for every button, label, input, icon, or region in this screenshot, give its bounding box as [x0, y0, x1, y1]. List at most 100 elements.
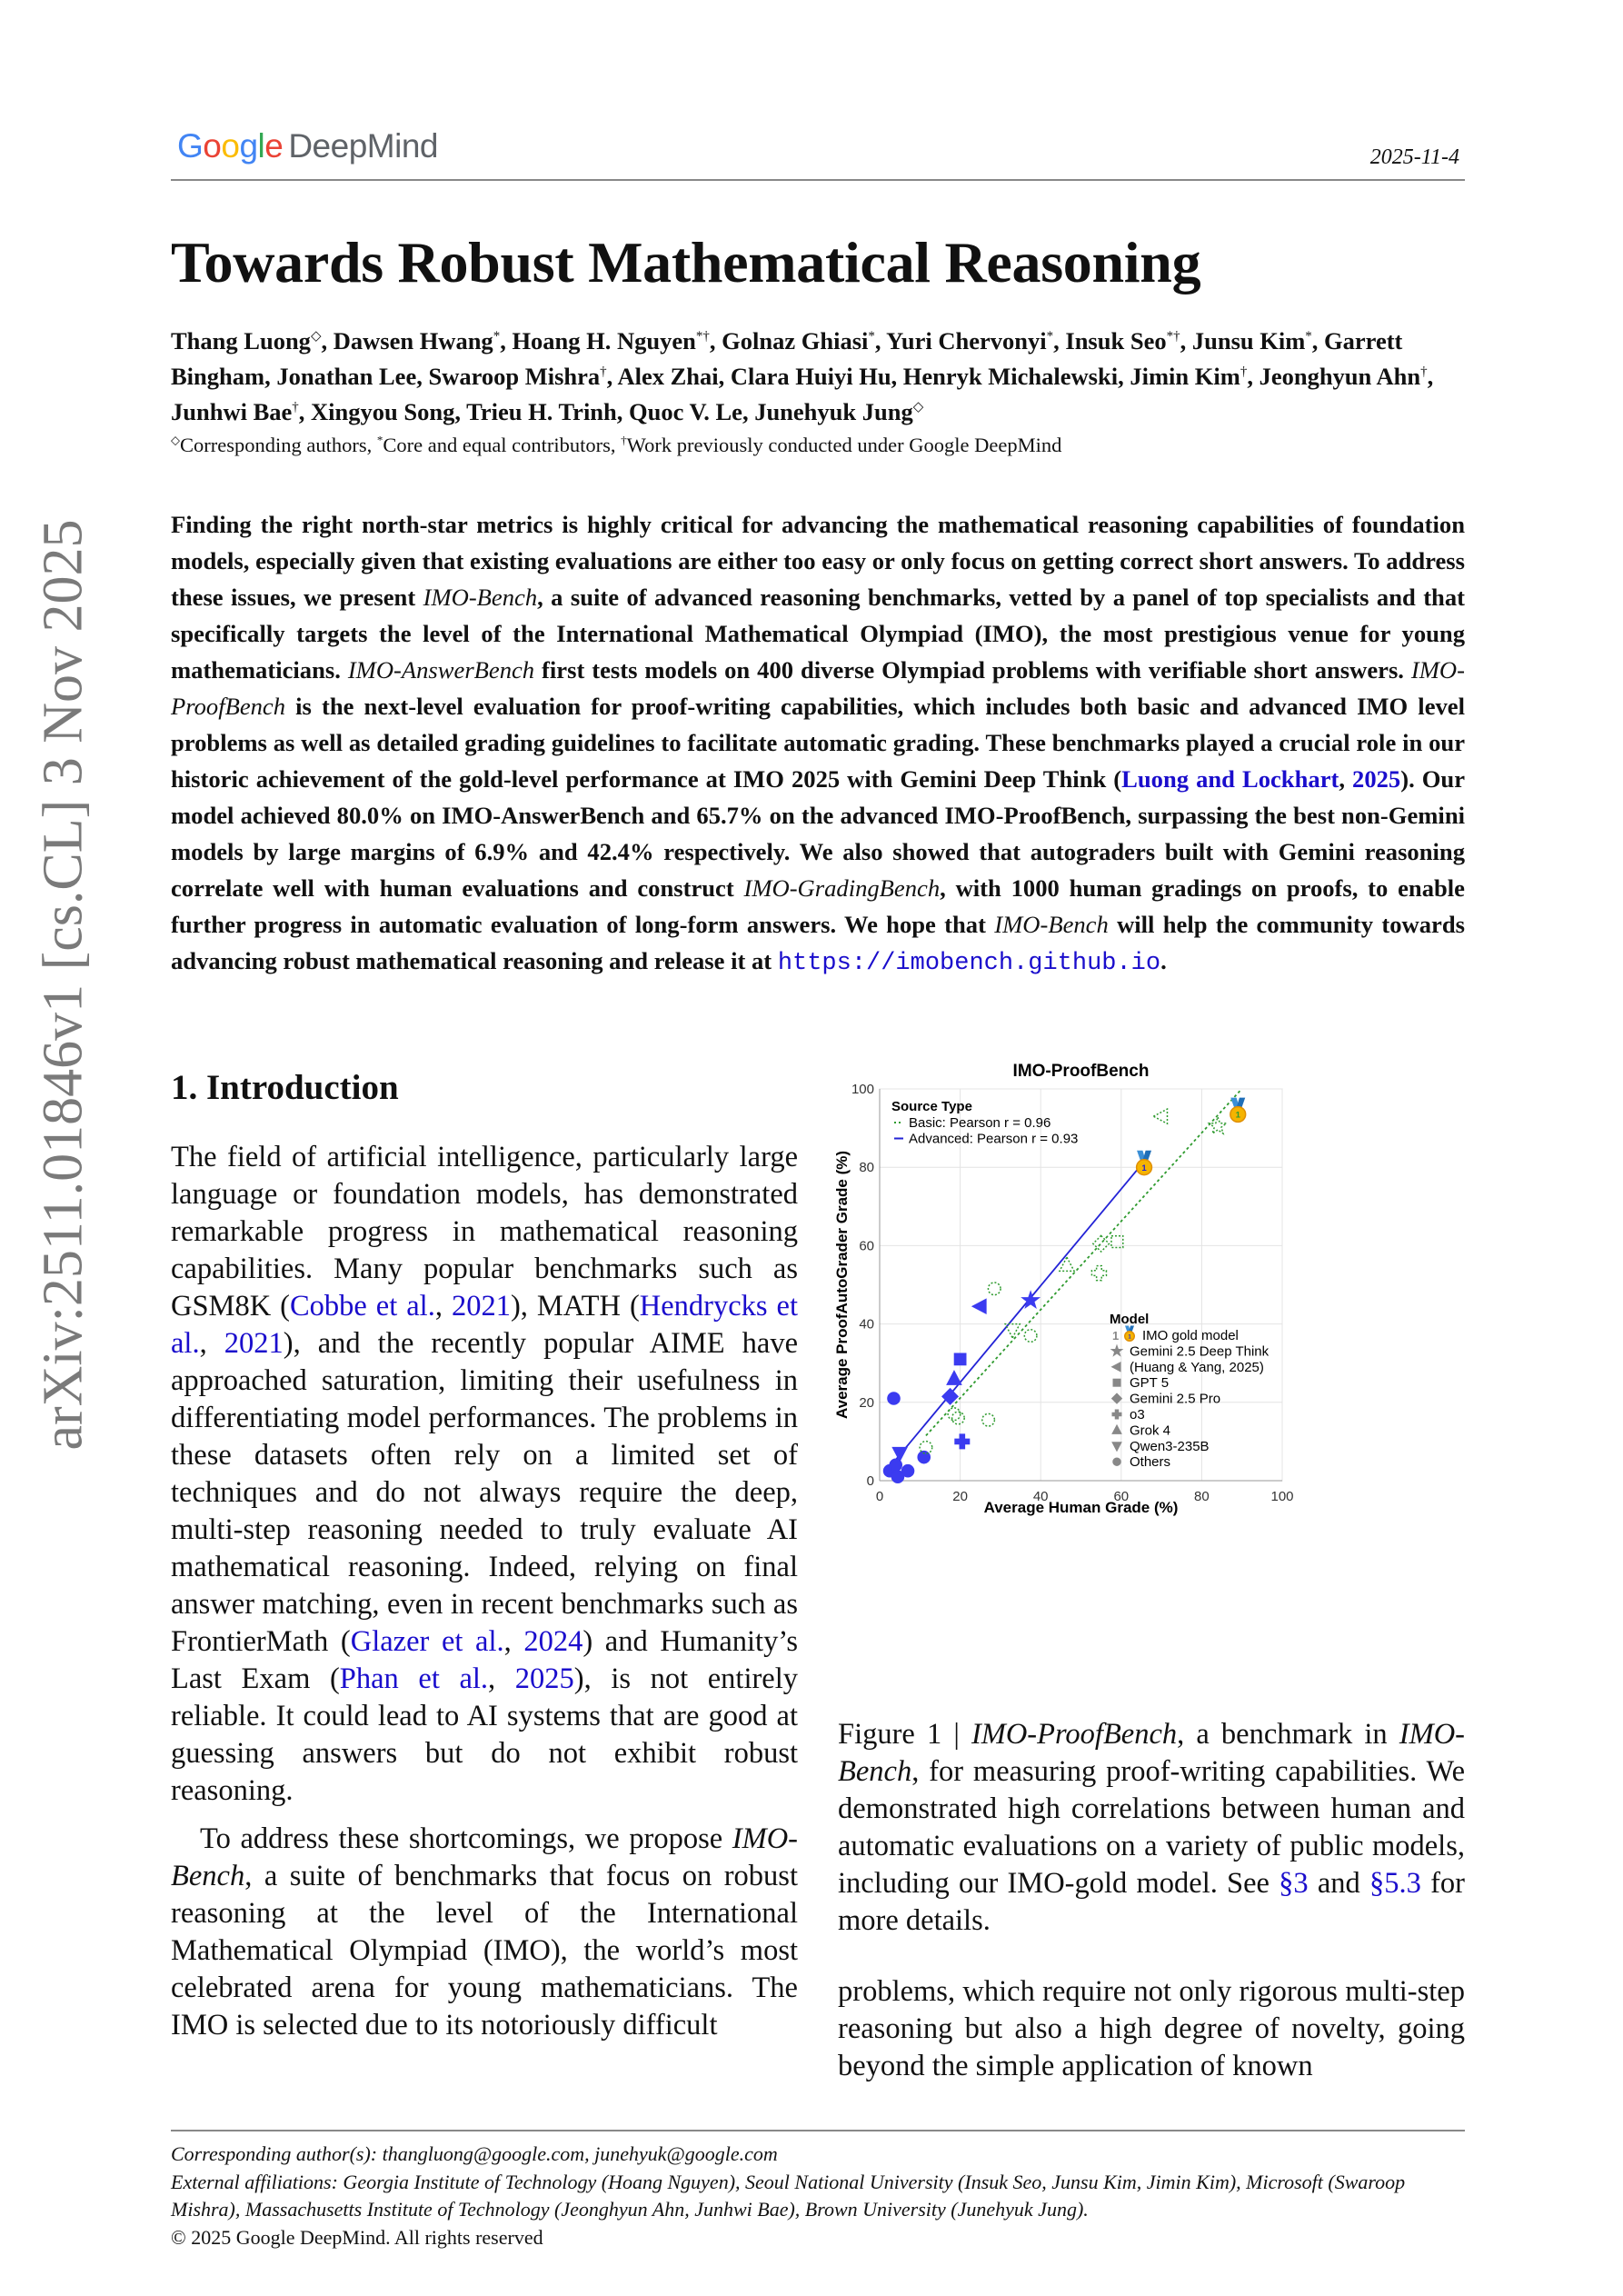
data-point-square [1110, 1234, 1124, 1249]
legend-entry-label: GPT 5 [1130, 1375, 1169, 1391]
data-point-tri-up [1058, 1255, 1076, 1273]
legend-marker-diamond [1110, 1393, 1123, 1404]
y-tick-label: 60 [859, 1238, 874, 1253]
data-point-plus [1090, 1264, 1108, 1282]
x-tick-label: 20 [952, 1489, 968, 1504]
legend-marker-medal: 1 [1124, 1325, 1135, 1342]
data-point-circle [887, 1392, 901, 1405]
citation-link[interactable]: 2024 [523, 1625, 583, 1658]
corresponding-authors: Corresponding author(s): thangluong@goog… [171, 2142, 778, 2165]
fit-line [889, 1166, 1140, 1468]
superscript-mark: † [1240, 364, 1248, 380]
data-point-medal: 1 [1230, 1097, 1247, 1123]
data-point-tri-up [946, 1370, 962, 1385]
intro-paragraph-1: The field of artificial intelligence, pa… [171, 1141, 799, 1807]
intro-paragraph-3: problems, which require not only rigorou… [838, 1975, 1465, 2082]
superscript-mark: † [621, 433, 627, 447]
x-tick-label: 0 [876, 1489, 883, 1504]
data-point-diamond [1091, 1234, 1110, 1253]
emphasis-text: IMO-Bench [171, 1822, 798, 1892]
x-tick-label: 60 [1113, 1489, 1129, 1504]
legend-entry-label: Advanced: Pearson r = 0.93 [909, 1132, 1078, 1147]
superscript-mark: † [600, 364, 607, 380]
citation-link[interactable]: Luong and Lockhart [1121, 765, 1339, 793]
fit-line [925, 1090, 1241, 1437]
superscript-mark: * [493, 329, 501, 344]
citation-link[interactable]: §5.3 [1369, 1867, 1421, 1900]
legend-entry-label: IMO gold model [1142, 1328, 1239, 1343]
data-point-circle [891, 1470, 905, 1483]
citation-link[interactable]: Cobbe et al. [289, 1290, 435, 1323]
y-tick-label: 40 [859, 1317, 874, 1333]
legend-entry-label: Others [1130, 1454, 1170, 1470]
legend-entry-label: Gemini 2.5 Pro [1130, 1392, 1220, 1407]
legend-marker-circle [1112, 1457, 1121, 1466]
citation-link[interactable]: 2021 [451, 1290, 511, 1323]
plot-area [879, 1088, 1283, 1482]
legend-title-model: Model [1110, 1312, 1149, 1327]
citation-link[interactable]: 2025 [514, 1662, 574, 1695]
legend-entry-label: o3 [1130, 1407, 1145, 1423]
emphasis-text: IMO-Bench [838, 1718, 1465, 1788]
legend-marker-tri-up [1111, 1423, 1122, 1434]
footer-divider [171, 2130, 1465, 2131]
data-point-tri-left [1151, 1107, 1169, 1125]
medal-number: 1 [1128, 1334, 1131, 1340]
footer: Corresponding author(s): thangluong@goog… [171, 2141, 1465, 2251]
citation-link[interactable]: §3 [1279, 1867, 1309, 1900]
y-tick-label: 0 [867, 1473, 874, 1489]
legend-marker-square [1112, 1378, 1121, 1387]
superscript-mark: * [1046, 329, 1054, 344]
logo-letter: G [177, 127, 204, 165]
publication-date: 2025-11-4 [1369, 145, 1459, 169]
superscript-mark: * [868, 329, 875, 344]
data-point-circle [947, 1407, 961, 1422]
medal-disc-icon [1230, 1105, 1247, 1123]
citation-link[interactable]: 2021 [224, 1327, 284, 1360]
right-column: Figure 1 | IMO-ProofBench, a benchmark i… [838, 1716, 1465, 2085]
author-footnote: ◇Corresponding authors, *Core and equal … [171, 433, 1062, 456]
legend-entry-label: Qwen3-235B [1130, 1439, 1210, 1454]
legend-marker-plus [1111, 1409, 1122, 1420]
legend-prefix: 1 [1112, 1329, 1119, 1343]
citation-link[interactable]: Hendrycks et al. [171, 1290, 798, 1360]
superscript-mark: *† [695, 329, 710, 344]
data-point-circle [981, 1413, 996, 1427]
superscript-mark: † [292, 400, 299, 415]
url-link[interactable]: https://imobench.github.io [777, 950, 1161, 977]
data-point-circle [951, 1411, 965, 1425]
author-list: Thang Luong◇, Dawsen Hwang*, Hoang H. Ng… [171, 327, 1434, 425]
intro-paragraph-2: To address these shortcomings, we propos… [171, 1822, 798, 2041]
y-tick-label: 100 [851, 1082, 874, 1097]
emphasis-text: IMO-GradingBench [743, 874, 941, 902]
front-matter: Thang Luong◇, Dawsen Hwang*, Hoang H. Ng… [171, 324, 1465, 979]
x-tick-label: 40 [1033, 1489, 1049, 1504]
superscript-mark: ◇ [912, 400, 924, 415]
superscript-mark: * [376, 433, 383, 447]
data-point-tri-left [971, 1298, 987, 1315]
data-point-square [953, 1353, 967, 1366]
citation-link[interactable]: 2025 [1352, 765, 1401, 793]
left-column: 1. Introduction The field of artificial … [171, 1065, 798, 2044]
emphasis-text: IMO-ProofBench [971, 1718, 1178, 1751]
superscript-mark: * [1305, 329, 1312, 344]
medal-disc-icon [1124, 1331, 1135, 1342]
citation-link[interactable]: Phan et al. [339, 1662, 489, 1695]
legend-entry-label: (Huang & Yang, 2025) [1130, 1360, 1264, 1375]
google-wordmark: Google [177, 127, 284, 165]
data-point-circle [987, 1282, 1001, 1296]
section-heading-introduction: 1. Introduction [171, 1068, 399, 1107]
citation-link[interactable]: Glazer et al. [350, 1625, 504, 1658]
emphasis-text: IMO-AnswerBench [347, 656, 535, 684]
logo-letter: o [221, 127, 240, 165]
emphasis-text: IMO-ProofBench [171, 656, 1465, 720]
logo-letter: l [257, 127, 265, 165]
y-tick-label: 80 [859, 1160, 874, 1175]
figure-caption: Figure 1 | IMO-ProofBench, a benchmark i… [838, 1718, 1465, 1937]
paper-title: Towards Robust Mathematical Reasoning [171, 230, 1201, 294]
external-affiliations: External affiliations: Georgia Institute… [171, 2170, 1406, 2221]
emphasis-text: IMO-Bench [423, 584, 538, 611]
data-point-circle [919, 1440, 933, 1454]
legend-entry-label: Gemini 2.5 Deep Think [1130, 1343, 1270, 1359]
header-divider [171, 179, 1465, 181]
